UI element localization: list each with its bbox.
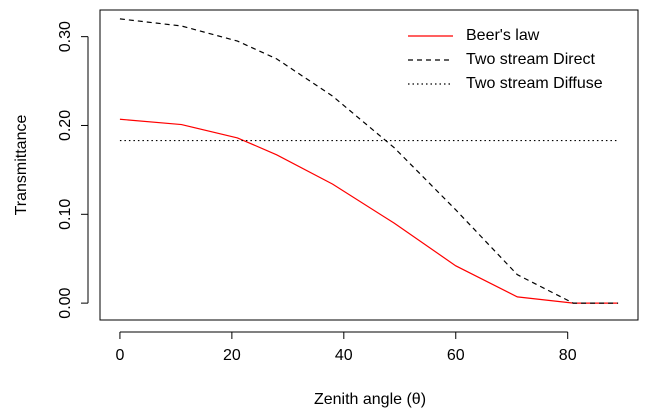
legend-label: Two stream Diffuse [466, 75, 603, 92]
x-tick-label: 20 [223, 347, 241, 364]
y-tick-label: 0.20 [57, 110, 74, 141]
legend-label: Two stream Direct [466, 51, 595, 68]
x-tick-label: 0 [115, 347, 124, 364]
x-tick-label: 40 [335, 347, 353, 364]
plot-box [99, 9, 639, 321]
x-tick-label: 60 [447, 347, 465, 364]
series-line [119, 18, 619, 304]
legend-label: Beer's law [466, 27, 540, 44]
x-axis-title: Zenith angle (θ) [314, 391, 426, 408]
y-tick-label: 0.30 [57, 21, 74, 52]
y-axis-title: Transmittance [13, 115, 30, 216]
y-tick-label: 0.00 [57, 287, 74, 318]
series-line [119, 118, 619, 304]
y-tick-label: 0.10 [57, 199, 74, 230]
x-tick-label: 80 [559, 347, 577, 364]
